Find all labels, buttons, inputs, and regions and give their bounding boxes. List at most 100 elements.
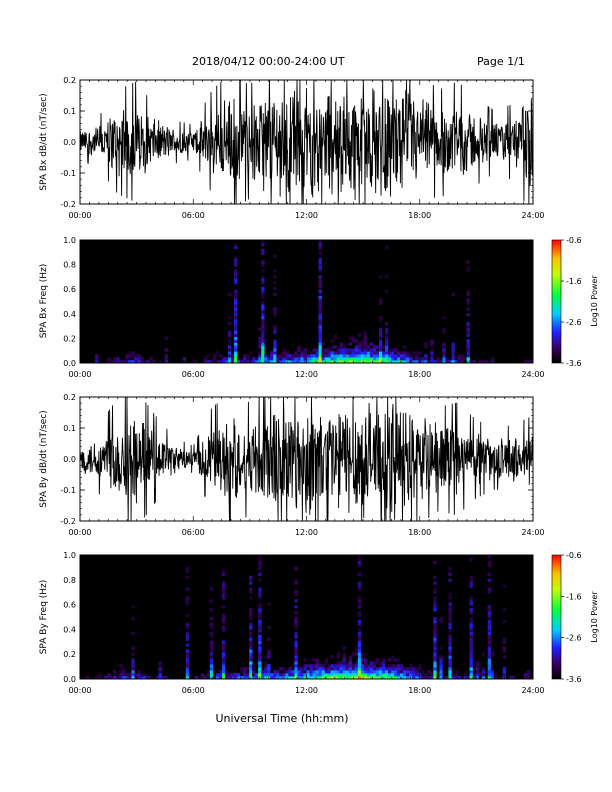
- spectrogram-cell: [188, 673, 193, 677]
- spectrogram-cell: [185, 670, 190, 674]
- spectrogram-cell: [312, 670, 316, 674]
- spectrogram-cell: [382, 360, 386, 364]
- spectrogram-cell: [487, 667, 492, 671]
- spectrogram-cell: [240, 676, 244, 680]
- spectrogram-cell: [397, 360, 401, 364]
- spectrogram-cell: [369, 667, 374, 671]
- spectrogram-cell: [312, 676, 316, 680]
- spectrogram-cell: [221, 673, 226, 677]
- spectrogram-cell: [487, 637, 492, 641]
- spectrogram-cell: [454, 670, 458, 674]
- spectrogram-cell: [421, 670, 425, 674]
- spectrogram-cell: [391, 354, 395, 358]
- spectrogram-cell: [369, 351, 374, 355]
- spectrogram-cell: [354, 345, 359, 349]
- spectrogram-cell: [463, 357, 467, 361]
- spectrogram-cell: [273, 351, 277, 355]
- spectrogram-cell: [209, 640, 214, 644]
- spectrogram-cell: [234, 327, 238, 332]
- spectrogram-cell: [357, 628, 362, 633]
- spectrogram-cell: [378, 676, 383, 680]
- spectrogram-cell: [249, 643, 253, 647]
- spectrogram-cell: [261, 676, 265, 680]
- spectrogram-cell: [469, 640, 473, 644]
- spectrogram-cell: [409, 676, 413, 680]
- spectrogram-cell: [424, 676, 428, 680]
- spectrogram-cell: [315, 673, 319, 677]
- spectrogram-cell: [318, 242, 322, 247]
- spectrogram-cell: [318, 342, 322, 346]
- spectrogram-cell: [318, 333, 322, 337]
- spectrogram-cell: [354, 646, 359, 650]
- spectrogram-cell: [300, 354, 304, 358]
- spectrogram-cell: [227, 333, 232, 337]
- spectrogram-cell: [318, 304, 322, 308]
- spectrogram-cell: [385, 245, 389, 250]
- spectrogram-cell: [348, 658, 353, 662]
- spectrogram-cell: [342, 667, 347, 671]
- spectrogram-cell: [469, 596, 473, 600]
- spectrogram-cell: [221, 587, 226, 591]
- spectrogram-cell: [351, 351, 356, 355]
- spectrogram-cell: [372, 357, 377, 361]
- spectrogram-cell: [382, 673, 386, 677]
- spectrogram-cell: [439, 673, 443, 677]
- spectrogram-cell: [388, 360, 392, 364]
- spectrogram-cell: [158, 667, 162, 671]
- spectrogram-cell: [466, 260, 470, 264]
- spectrogram-cell: [255, 676, 259, 680]
- spectrogram-cell: [466, 330, 470, 335]
- spectrogram-cell: [234, 342, 238, 346]
- spectrogram-cell: [385, 275, 389, 279]
- spectrogram-cell: [433, 631, 437, 636]
- spectrogram-cell: [433, 360, 437, 364]
- spectrogram-cell: [261, 670, 265, 674]
- spectrogram-cell: [433, 619, 437, 624]
- spectrogram-cell: [273, 345, 277, 349]
- spectrogram-cell: [348, 360, 353, 364]
- spectrogram-cell: [348, 351, 353, 355]
- spectrogram-cell: [406, 667, 410, 671]
- spectrogram-cell: [433, 640, 437, 644]
- spectrogram-cell: [442, 327, 446, 332]
- spectrogram-cell: [267, 652, 271, 656]
- spectrogram-cell: [526, 676, 531, 680]
- spectrogram-cell: [433, 643, 437, 647]
- spectrogram-cell: [475, 661, 479, 665]
- spectrogram-cell: [433, 634, 437, 638]
- spectrogram-cell: [391, 673, 395, 677]
- spectrogram-cell: [388, 676, 392, 680]
- spectrogram-cell: [366, 664, 371, 668]
- spectrogram-cell: [270, 676, 274, 680]
- spectrogram-cell: [357, 555, 362, 559]
- spectrogram-cell: [469, 578, 473, 582]
- spectrogram-cell: [336, 354, 341, 358]
- by-waveform-axes: 00:00 06:00 12:00 18:00 24:00 0.2 0.1 0.0 -0.1 -0…: [60, 393, 544, 537]
- spectrogram-cell: [502, 608, 507, 612]
- spectrogram-cell: [391, 655, 395, 659]
- spectrogram-cell: [297, 664, 301, 668]
- spectrogram-cell: [209, 667, 214, 671]
- spectrogram-cell: [327, 348, 331, 352]
- spectrogram-cell: [466, 327, 470, 332]
- spectrogram-cell: [487, 572, 492, 576]
- spectrogram-cell: [385, 354, 389, 358]
- spectrogram-cell: [258, 560, 262, 565]
- spectrogram-cell: [360, 342, 365, 346]
- spectrogram-cell: [469, 667, 473, 671]
- spectrogram-cell: [363, 330, 368, 335]
- spectrogram-cell: [354, 676, 359, 680]
- spectrogram-cell: [466, 313, 470, 317]
- spectrogram-cell: [203, 676, 208, 680]
- spectrogram-cell: [351, 670, 356, 674]
- spectrogram-cell: [273, 670, 277, 674]
- spectrogram-cell: [466, 676, 470, 680]
- spectrogram-cell: [318, 336, 322, 340]
- spectrogram-cell: [206, 354, 211, 358]
- bx-colorbar-label: Log10 Power: [590, 275, 599, 327]
- spectrogram-cell: [493, 673, 498, 677]
- spectrogram-cell: [360, 676, 365, 680]
- spectrogram-cell: [457, 676, 461, 680]
- spectrogram-cell: [397, 676, 401, 680]
- spectrogram-cell: [433, 661, 437, 665]
